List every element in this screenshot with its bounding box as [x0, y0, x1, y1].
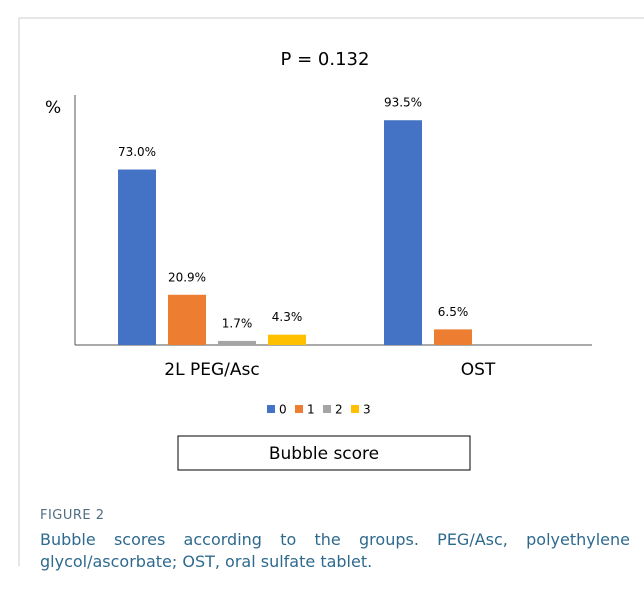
x-tick-label: 2L PEG/Asc — [164, 360, 259, 380]
caption-text: Bubble scores according to the groups. P… — [40, 530, 630, 571]
value-label: 6.5% — [438, 305, 469, 319]
bar — [118, 169, 156, 345]
y-axis-label: % — [45, 98, 61, 118]
legend-label: 0 — [279, 403, 287, 417]
value-label: 73.0% — [118, 145, 156, 159]
bar — [168, 294, 206, 345]
legend-swatch — [351, 405, 359, 413]
chart-title: P = 0.132 — [281, 49, 370, 70]
legend-label: 2 — [335, 403, 343, 417]
value-label: 20.9% — [168, 270, 206, 284]
bar — [384, 120, 422, 345]
legend-label: 1 — [307, 403, 315, 417]
x-tick-label: OST — [461, 360, 496, 380]
x-axis-label: Bubble score — [269, 444, 379, 464]
legend-swatch — [295, 405, 303, 413]
legend-swatch — [323, 405, 331, 413]
legend-label: 3 — [363, 403, 371, 417]
legend-swatch — [267, 405, 275, 413]
x-label-box — [177, 435, 471, 471]
caption-label: FIGURE 2 — [40, 508, 105, 523]
bar — [268, 334, 306, 345]
value-label: 93.5% — [384, 96, 422, 110]
value-label: 1.7% — [222, 316, 253, 330]
bar — [434, 329, 472, 345]
value-label: 4.3% — [272, 310, 303, 324]
bar — [218, 340, 256, 345]
